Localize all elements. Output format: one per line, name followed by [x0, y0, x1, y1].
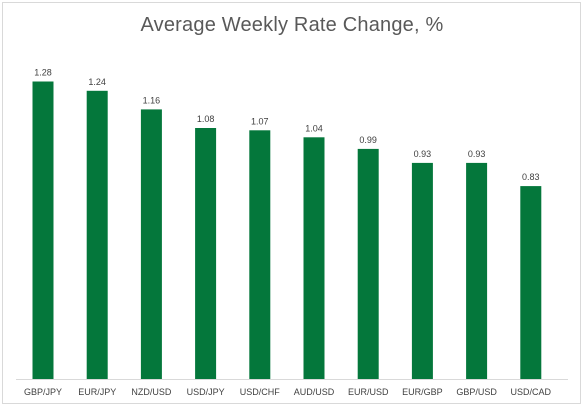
x-tick-label: EUR/USD	[348, 387, 389, 397]
data-label: 1.28	[34, 68, 52, 78]
x-tick-label: EUR/GBP	[402, 387, 443, 397]
data-label: 1.08	[197, 114, 215, 124]
x-tick-label: USD/CHF	[240, 387, 281, 397]
bar-nzd-usd	[140, 109, 162, 380]
bar-usd-jpy	[195, 128, 217, 379]
x-tick-label: NZD/USD	[131, 387, 171, 397]
bar-gbp-usd	[466, 162, 488, 379]
x-tick-label: EUR/JPY	[78, 387, 116, 397]
bar-eur-gbp	[411, 162, 433, 379]
x-tick-label: USD/CAD	[511, 387, 552, 397]
x-tick-label: GBP/JPY	[24, 387, 62, 397]
data-label: 1.07	[251, 116, 269, 126]
data-label: 1.24	[88, 77, 106, 87]
data-label: 0.99	[359, 135, 377, 145]
chart-title: Average Weekly Rate Change, %	[140, 14, 444, 36]
data-label: 0.83	[522, 172, 540, 182]
data-label: 0.93	[414, 149, 432, 159]
x-tick-label: USD/JPY	[187, 387, 225, 397]
x-tick-label: AUD/USD	[294, 387, 335, 397]
bar-eur-jpy	[86, 90, 108, 380]
bar-usd-cad	[520, 186, 542, 379]
data-label: 1.16	[143, 95, 161, 105]
x-tick-label: GBP/USD	[456, 387, 497, 397]
data-label: 1.04	[305, 123, 323, 133]
bar-gbp-jpy	[32, 81, 54, 379]
bar-aud-usd	[303, 137, 325, 379]
data-label: 0.93	[468, 149, 486, 159]
bar-eur-usd	[357, 148, 379, 379]
bar-usd-chf	[249, 130, 271, 379]
